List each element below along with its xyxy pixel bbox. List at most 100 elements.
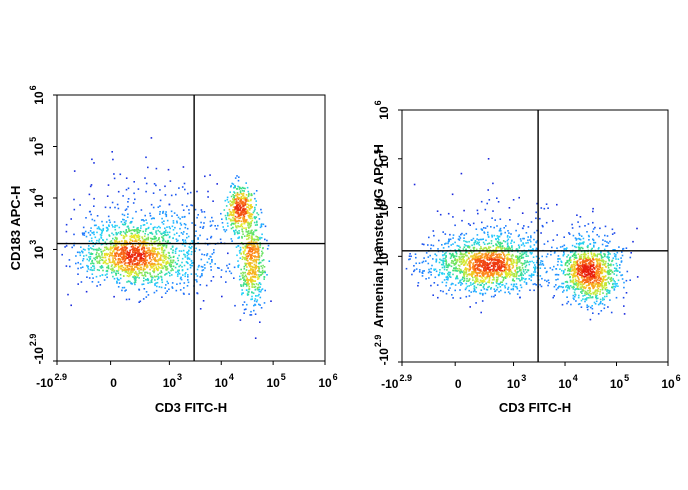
event-dot bbox=[188, 212, 190, 215]
event-dot bbox=[475, 243, 478, 245]
event-dot bbox=[137, 263, 139, 266]
event-dot bbox=[253, 283, 255, 286]
event-dot bbox=[250, 221, 252, 223]
event-dot bbox=[566, 280, 568, 283]
event-dot bbox=[425, 278, 427, 280]
event-dot bbox=[262, 223, 265, 226]
event-dot bbox=[579, 248, 582, 250]
event-dot bbox=[235, 207, 238, 209]
event-dot bbox=[452, 262, 454, 264]
event-dot bbox=[257, 252, 260, 254]
event-dot bbox=[518, 266, 520, 268]
event-dot bbox=[142, 240, 145, 243]
event-dot bbox=[505, 270, 507, 272]
event-dot bbox=[572, 234, 575, 237]
event-dot bbox=[602, 297, 604, 299]
event-dot bbox=[162, 235, 165, 237]
event-dot bbox=[253, 260, 255, 263]
event-dot bbox=[490, 295, 493, 298]
event-dot bbox=[598, 247, 600, 249]
event-dot bbox=[198, 264, 200, 267]
event-dot bbox=[200, 265, 203, 268]
event-dot bbox=[464, 288, 467, 291]
event-dot bbox=[525, 271, 528, 273]
event-dot bbox=[179, 222, 182, 225]
event-dot bbox=[493, 234, 496, 237]
event-dot bbox=[500, 233, 502, 236]
event-dot bbox=[245, 243, 248, 246]
event-dot bbox=[259, 283, 262, 286]
event-dot bbox=[90, 213, 92, 216]
event-dot bbox=[585, 279, 587, 282]
event-dot bbox=[153, 268, 156, 270]
event-dot bbox=[240, 199, 242, 202]
event-dot bbox=[492, 253, 494, 255]
event-dot bbox=[500, 232, 503, 235]
event-dot bbox=[497, 241, 499, 243]
event-dot bbox=[488, 275, 491, 278]
event-dot bbox=[511, 273, 513, 276]
event-dot bbox=[523, 263, 525, 265]
event-dot bbox=[435, 254, 438, 257]
event-dot bbox=[439, 213, 442, 216]
event-dot bbox=[467, 245, 469, 247]
event-dot bbox=[113, 173, 115, 175]
event-dot bbox=[601, 287, 604, 290]
event-dot bbox=[107, 262, 109, 265]
event-dot bbox=[161, 281, 164, 284]
event-dot bbox=[452, 243, 454, 245]
event-dot bbox=[585, 281, 588, 284]
event-dot bbox=[494, 251, 496, 253]
event-dot bbox=[523, 225, 525, 227]
event-dot bbox=[255, 266, 257, 269]
event-dot bbox=[598, 273, 600, 275]
event-dot bbox=[139, 264, 141, 266]
event-dot bbox=[250, 251, 252, 253]
event-dot bbox=[473, 286, 476, 288]
event-dot bbox=[240, 197, 242, 200]
event-dot bbox=[109, 248, 112, 250]
event-dot bbox=[518, 246, 521, 248]
event-dot bbox=[186, 255, 189, 257]
event-dot bbox=[522, 256, 525, 259]
event-dot bbox=[117, 269, 120, 271]
event-dot bbox=[428, 268, 430, 271]
event-dot bbox=[503, 261, 505, 264]
event-dot bbox=[490, 271, 492, 274]
event-dot bbox=[262, 247, 264, 250]
event-dot bbox=[210, 280, 213, 282]
event-dot bbox=[503, 259, 505, 262]
event-dot bbox=[247, 214, 250, 217]
event-dot bbox=[607, 242, 610, 244]
event-dot bbox=[508, 268, 510, 271]
event-dot bbox=[235, 208, 238, 210]
event-dot bbox=[471, 271, 473, 273]
event-dot bbox=[480, 261, 483, 264]
event-dot bbox=[473, 269, 475, 272]
event-dot bbox=[602, 260, 604, 262]
event-dot bbox=[462, 270, 465, 272]
event-dot bbox=[594, 274, 596, 277]
event-dot bbox=[498, 255, 501, 257]
event-dot bbox=[112, 233, 115, 236]
event-dot bbox=[498, 275, 500, 277]
event-dot bbox=[124, 239, 126, 242]
event-dot bbox=[498, 290, 500, 293]
event-dot bbox=[585, 286, 587, 289]
event-dot bbox=[137, 228, 140, 231]
event-dot bbox=[238, 193, 240, 196]
event-dot bbox=[141, 253, 144, 256]
event-dot bbox=[226, 198, 229, 201]
event-dot bbox=[445, 259, 447, 261]
event-dot bbox=[151, 252, 153, 254]
event-dot bbox=[155, 260, 157, 262]
event-dot bbox=[122, 266, 125, 269]
event-dot bbox=[532, 248, 534, 251]
event-dot bbox=[210, 235, 213, 238]
event-dot bbox=[474, 265, 476, 268]
event-dot bbox=[259, 321, 261, 323]
event-dot bbox=[529, 239, 531, 241]
event-dot bbox=[176, 263, 179, 265]
event-dot bbox=[568, 232, 570, 234]
event-dot bbox=[156, 254, 159, 256]
